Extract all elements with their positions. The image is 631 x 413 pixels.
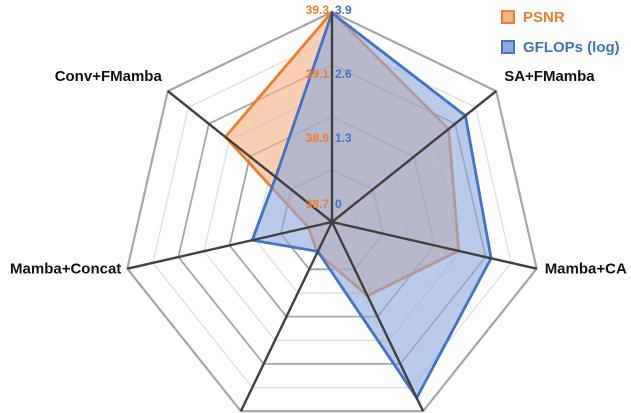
spoke-sa-fmamba <box>331 90 497 223</box>
tick-label-psnr-0: 38.7 <box>306 197 330 211</box>
radar-spokes <box>127 12 537 412</box>
radar-series <box>223 9 493 401</box>
grid-ring-major-4 <box>126 10 538 413</box>
spoke-mamba-concat <box>127 220 333 270</box>
radial-tick-labels: 38.7 38.9 39.1 39.3 0 1.3 2.6 3.9 <box>306 3 352 211</box>
category-label-mamba-concat: Mamba+Concat <box>10 261 121 278</box>
category-label-mamba-ca: Mamba+CA <box>545 261 627 278</box>
legend: PSNR GFLOPs (log) <box>499 6 627 66</box>
tick-label-gflops-log-0: 0 <box>335 197 342 211</box>
legend-swatch-psnr <box>501 10 515 24</box>
series-area-gflops-log <box>250 10 493 401</box>
legend-swatch-gflops <box>501 40 515 54</box>
legend-item-gflops: GFLOPs (log) <box>499 36 627 60</box>
category-label-conv-fmamba: Conv+FMamba <box>55 68 163 85</box>
tick-label-gflops-log-3: 3.9 <box>335 3 352 17</box>
legend-item-psnr: PSNR <box>499 6 627 30</box>
tick-label-gflops-log-2: 2.6 <box>335 67 352 81</box>
spoke-conv-concat <box>239 221 334 412</box>
legend-label-gflops: GFLOPs (log) <box>523 39 620 56</box>
tick-label-gflops-log-1: 1.3 <box>335 131 352 145</box>
legend-label-psnr: PSNR <box>523 9 565 26</box>
grid-ring-minor-4 <box>152 37 512 389</box>
spoke-sa-ca <box>330 221 425 412</box>
tick-label-psnr-2: 39.1 <box>306 67 330 81</box>
tick-label-psnr-3: 39.3 <box>306 3 330 17</box>
spoke-mamba-ca <box>331 220 537 270</box>
spoke-conv-fmamba <box>167 90 333 223</box>
category-labels: Mamba+Fmamba (Ours)SA+FMambaMamba+CASA+C… <box>10 68 627 278</box>
tick-label-psnr-1: 38.9 <box>306 131 330 145</box>
category-label-sa-fmamba: SA+FMamba <box>504 68 595 85</box>
